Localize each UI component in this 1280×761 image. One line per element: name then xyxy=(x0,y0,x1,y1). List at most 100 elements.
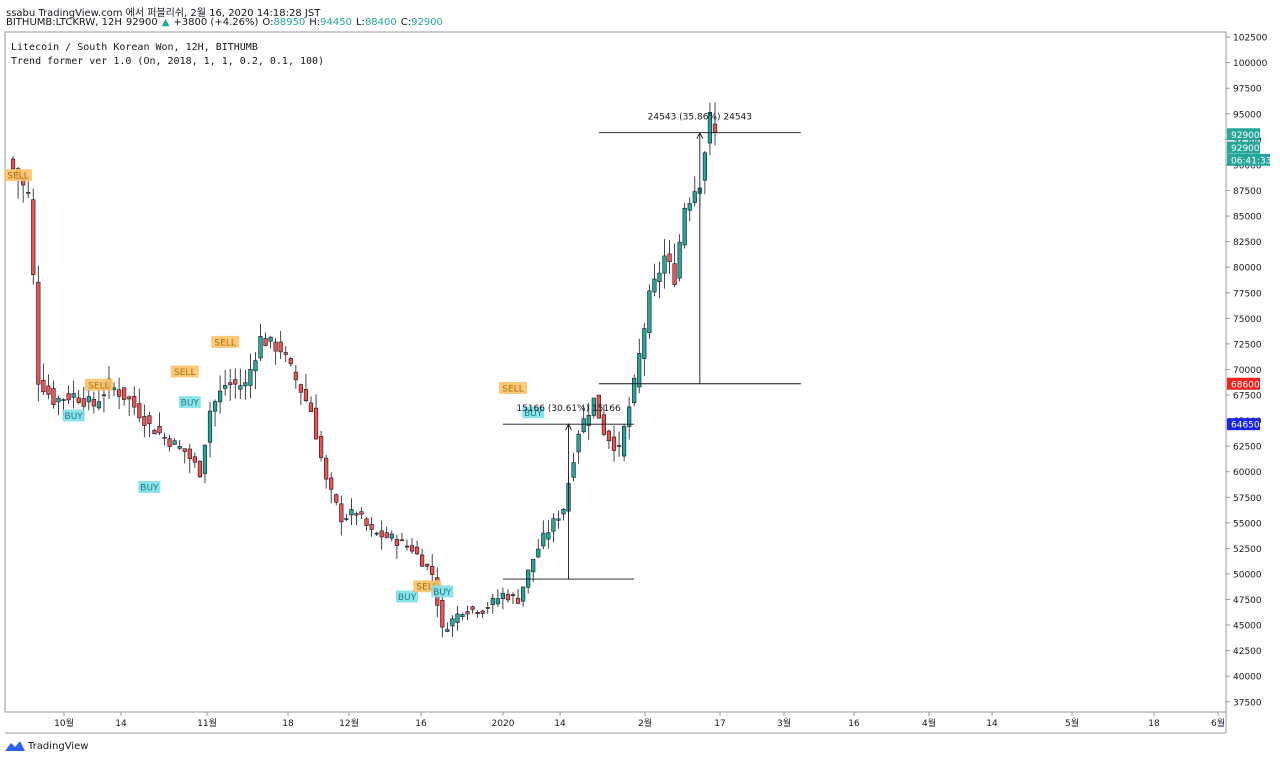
open-value: 88950 xyxy=(273,17,306,28)
candle-body-up xyxy=(389,533,394,539)
candle xyxy=(329,472,334,504)
candle xyxy=(707,102,713,156)
candle xyxy=(369,516,374,537)
time-tick-label: 6월 xyxy=(1211,717,1225,729)
candle xyxy=(273,337,278,365)
axis-price-text: 92900 xyxy=(1231,144,1260,154)
candle xyxy=(495,589,500,608)
candle-body-down xyxy=(36,281,41,385)
signal-text: BUY xyxy=(524,409,543,419)
candle xyxy=(212,399,218,427)
candle-body-down xyxy=(127,396,132,400)
candle-body-down xyxy=(354,513,359,516)
axis-price-text: 68600 xyxy=(1231,380,1260,390)
candle xyxy=(632,374,637,406)
candle xyxy=(692,176,697,207)
candle-body-up xyxy=(243,382,248,387)
candle xyxy=(157,412,162,436)
candle-body-down xyxy=(324,457,329,480)
buy-signal: BUY xyxy=(62,409,85,422)
measure-tools[interactable]: 15166 (30.61%) 15166 24543 (35.86%) 24543 xyxy=(502,113,801,580)
candle xyxy=(56,395,61,416)
candle xyxy=(667,239,672,274)
price-tick-label: 62500 xyxy=(1233,443,1262,453)
candle xyxy=(399,532,405,542)
time-tick-label: 5월 xyxy=(1065,717,1079,729)
candle xyxy=(344,513,349,522)
time-tick-label: 16 xyxy=(848,719,860,729)
candle-body-down xyxy=(10,158,16,170)
candle-body-down xyxy=(404,545,410,548)
candle xyxy=(66,385,71,404)
candle-body-down xyxy=(293,371,298,381)
candle-body-down xyxy=(364,518,369,526)
candle xyxy=(657,261,662,299)
candle xyxy=(520,586,526,607)
candle xyxy=(526,569,531,594)
candle xyxy=(268,336,273,349)
candle xyxy=(142,404,147,438)
candle xyxy=(510,592,516,604)
candle xyxy=(132,386,137,416)
candle-body-down xyxy=(182,448,187,452)
measure-label: 24543 (35.86%) 24543 xyxy=(648,113,752,123)
candle xyxy=(606,429,612,449)
candle xyxy=(672,243,677,288)
price-range-measure: 24543 (35.86%) 24543 xyxy=(598,113,801,385)
candle xyxy=(263,332,268,347)
buy-signal: BUY xyxy=(522,406,545,419)
measure-label: 15166 (30.61%) 15166 xyxy=(516,404,621,414)
signal-text: SELL xyxy=(88,381,109,391)
candle-body-down xyxy=(414,546,420,555)
candle-body-up xyxy=(526,569,531,588)
candle xyxy=(515,588,521,605)
candle-body-down xyxy=(369,523,374,530)
time-axis[interactable]: 10월 14 11월 18 12월 16 2020 14 2월 17 3월 16 4월 14 5월 18 6월 xyxy=(54,712,1225,729)
arrow-up-icon xyxy=(696,131,704,139)
candle-body-up xyxy=(253,360,258,372)
candle-body-down xyxy=(76,397,81,403)
axis-price-label: 92900 xyxy=(1227,128,1260,141)
candle xyxy=(581,404,586,434)
candle xyxy=(571,452,576,482)
buy-signal: BUY xyxy=(431,585,454,598)
candle-body-up xyxy=(627,406,632,427)
candle-body-down xyxy=(465,611,470,615)
candle xyxy=(308,396,314,413)
candle-body-up xyxy=(591,397,596,416)
price-tick-label: 52500 xyxy=(1233,545,1262,555)
candles xyxy=(10,102,718,638)
sell-signal: SELL xyxy=(4,169,33,182)
time-tick-label: 17 xyxy=(714,719,725,729)
signal-badge xyxy=(138,481,161,494)
price-tick-label: 50000 xyxy=(1233,570,1262,580)
candle-body-up xyxy=(374,532,379,535)
price-tick-label: 67500 xyxy=(1233,392,1262,402)
candle xyxy=(162,432,167,446)
signal-text: BUY xyxy=(181,399,200,409)
symbol-label[interactable]: BITHUMB:LTCKRW, 12H xyxy=(6,17,122,28)
candle-body-down xyxy=(192,456,197,463)
candle-body-down xyxy=(233,379,238,385)
tradingview-brand[interactable]: TradingView xyxy=(5,740,88,752)
candle xyxy=(455,605,460,631)
high-label: H: xyxy=(309,17,321,28)
signal-text: SELL xyxy=(502,384,523,394)
candle-body-down xyxy=(480,610,485,614)
candle-body-up xyxy=(586,414,591,426)
candle-body-down xyxy=(147,415,152,424)
candle-body-down xyxy=(712,123,718,134)
candle xyxy=(500,587,506,610)
axis-price-badge xyxy=(1227,141,1260,154)
price-tick-label: 97500 xyxy=(1233,85,1262,95)
candle-body-up xyxy=(223,385,228,389)
candle-body-up xyxy=(56,397,61,403)
candle-body-up xyxy=(500,592,506,600)
candle-body-down xyxy=(384,532,389,538)
candle xyxy=(122,387,127,406)
candle-body-up xyxy=(652,278,657,293)
chart-title: Litecoin / South Korean Won, 12H, BITHUM… xyxy=(11,42,258,53)
axis-price-text: 64650 xyxy=(1231,421,1260,431)
candle-body-down xyxy=(308,402,314,412)
